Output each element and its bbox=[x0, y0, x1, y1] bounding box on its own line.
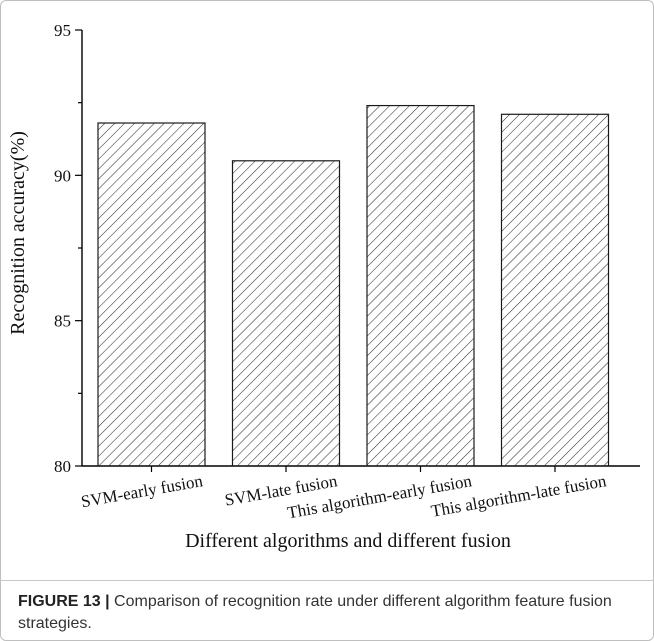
figure-label: FIGURE 13 | bbox=[18, 593, 110, 610]
bars bbox=[97, 104, 610, 467]
figure-caption: FIGURE 13 | Comparison of recognition ra… bbox=[18, 591, 638, 635]
bar-chart: Recognition accuracy(%) Different algori… bbox=[7, 21, 640, 552]
bar bbox=[97, 122, 206, 467]
y-tick-label: 95 bbox=[54, 21, 71, 40]
x-tick-label: SVM-early fusion bbox=[80, 471, 205, 511]
y-axis: 80 85 90 95 bbox=[54, 21, 82, 476]
caption-divider bbox=[0, 580, 654, 581]
figure-caption-text: Comparison of recognition rate under dif… bbox=[18, 593, 612, 632]
y-axis-title: Recognition accuracy(%) bbox=[7, 131, 29, 335]
bar bbox=[366, 104, 475, 467]
y-tick-label: 90 bbox=[54, 166, 71, 185]
y-tick-label: 80 bbox=[54, 457, 71, 476]
bar bbox=[500, 113, 610, 467]
x-axis-title: Different algorithms and different fusio… bbox=[185, 530, 511, 552]
y-tick-label: 85 bbox=[54, 312, 71, 331]
bar bbox=[231, 160, 341, 467]
